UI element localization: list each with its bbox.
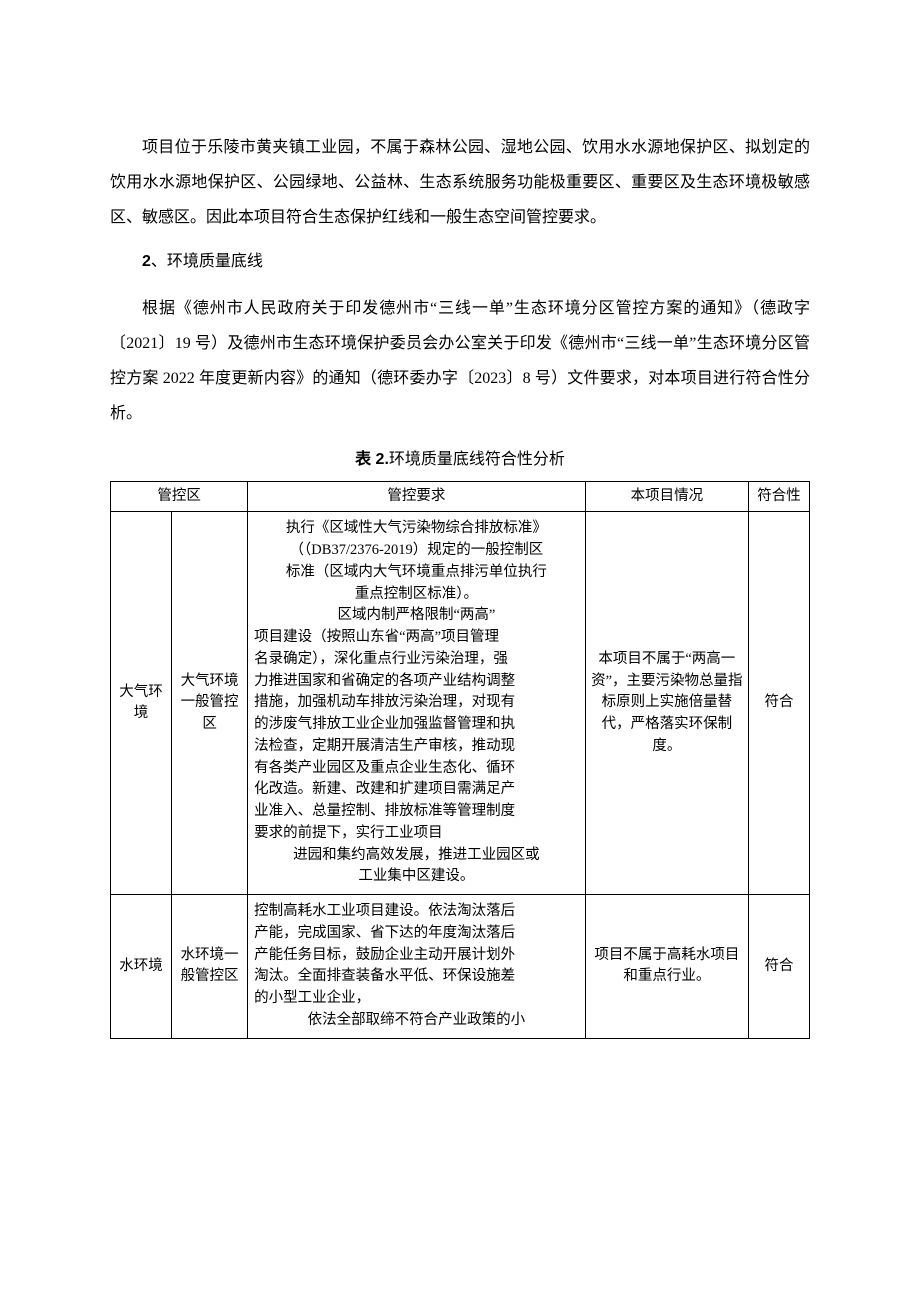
cell-compliance: 符合 (749, 895, 810, 1039)
cell-situation: 本项目不属于“两高一资”，主要污染物总量指标原则上实施倍量替代，严格落实环保制度… (585, 512, 748, 895)
th-compliance: 符合性 (749, 481, 810, 512)
requirement-line: （（DB37/2376-2019）规定的一般控制区 (254, 540, 579, 562)
requirement-line: 产能，完成国家、省下达的年度淘汰落后 (254, 923, 579, 945)
requirement-line: 的涉废气排放工业企业加强监督管理和执 (254, 714, 579, 736)
requirement-line: 的小型工业企业， (254, 988, 579, 1010)
requirement-line: 产能任务目标，鼓励企业主动开展计划外 (254, 945, 579, 967)
table-row: 大气环境 大气环境一般管控区 执行《区域性大气污染物综合排放标准》（（DB37/… (111, 512, 810, 895)
compliance-table: 管控区 管控要求 本项目情况 符合性 大气环境 大气环境一般管控区 执行《区域性… (110, 481, 810, 1039)
requirement-line: 业准入、总量控制、排放标准等管理制度 (254, 801, 579, 823)
requirement-line: 淘汰。全面排查装备水平低、环保设施差 (254, 966, 579, 988)
th-zone: 管控区 (111, 481, 248, 512)
table-caption: 表 2.环境质量底线符合性分析 (110, 442, 810, 477)
requirement-line: 执行《区域性大气污染物综合排放标准》 (254, 518, 579, 540)
requirement-line: 控制高耗水工业项目建设。依法淘汰落后 (254, 901, 579, 923)
table-row: 水环境 水环境一般管控区 控制高耗水工业项目建设。依法淘汰落后产能，完成国家、省… (111, 895, 810, 1039)
requirement-line: 进园和集约高效发展，推进工业园区或 (254, 845, 579, 867)
section-title: 、环境质量底线 (151, 253, 263, 270)
cell-zone-b: 水环境一般管控区 (171, 895, 247, 1039)
cell-zone-b: 大气环境一般管控区 (171, 512, 247, 895)
cell-situation: 项目不属于高耗水项目和重点行业。 (585, 895, 748, 1039)
cell-requirement: 执行《区域性大气污染物综合排放标准》（（DB37/2376-2019）规定的一般… (248, 512, 586, 895)
requirement-line: 区域内制严格限制“两高” (254, 605, 579, 627)
requirement-line: 名录确定），深化重点行业污染治理，强 (254, 649, 579, 671)
cell-zone-a: 大气环境 (111, 512, 172, 895)
table-caption-title: 环境质量底线符合性分析 (389, 451, 565, 468)
requirement-line: 有各类产业园区及重点企业生态化、循环 (254, 758, 579, 780)
paragraph-basis: 根据《德州市人民政府关于印发德州市“三线一单”生态环境分区管控方案的通知》（德政… (110, 291, 810, 432)
requirement-line: 项目建设（按照山东省“两高”项目管理 (254, 627, 579, 649)
table-header-row: 管控区 管控要求 本项目情况 符合性 (111, 481, 810, 512)
requirement-line: 标准（区域内大气环境重点排污单位执行 (254, 562, 579, 584)
section-number: 2 (142, 253, 151, 270)
paragraph-intro: 项目位于乐陵市黄夹镇工业园，不属于森林公园、湿地公园、饮用水水源地保护区、拟划定… (110, 130, 810, 236)
requirement-line: 化改造。新建、改建和扩建项目需满足产 (254, 779, 579, 801)
cell-compliance: 符合 (749, 512, 810, 895)
th-requirement: 管控要求 (248, 481, 586, 512)
requirement-line: 要求的前提下，实行工业项目 (254, 823, 579, 845)
requirement-line: 法检查，定期开展清洁生产审核，推动现 (254, 736, 579, 758)
cell-zone-a: 水环境 (111, 895, 172, 1039)
requirement-line: 力推进国家和省确定的各项产业结构调整 (254, 671, 579, 693)
requirement-line: 措施，加强机动车排放污染治理，对现有 (254, 692, 579, 714)
cell-requirement: 控制高耗水工业项目建设。依法淘汰落后产能，完成国家、省下达的年度淘汰落后产能任务… (248, 895, 586, 1039)
requirement-line: 工业集中区建设。 (254, 866, 579, 888)
th-situation: 本项目情况 (585, 481, 748, 512)
section-heading: 2、环境质量底线 (110, 244, 810, 279)
requirement-line: 依法全部取缔不符合产业政策的小 (254, 1010, 579, 1032)
requirement-line: 重点控制区标准）。 (254, 584, 579, 606)
table-caption-prefix: 表 2. (355, 451, 389, 468)
